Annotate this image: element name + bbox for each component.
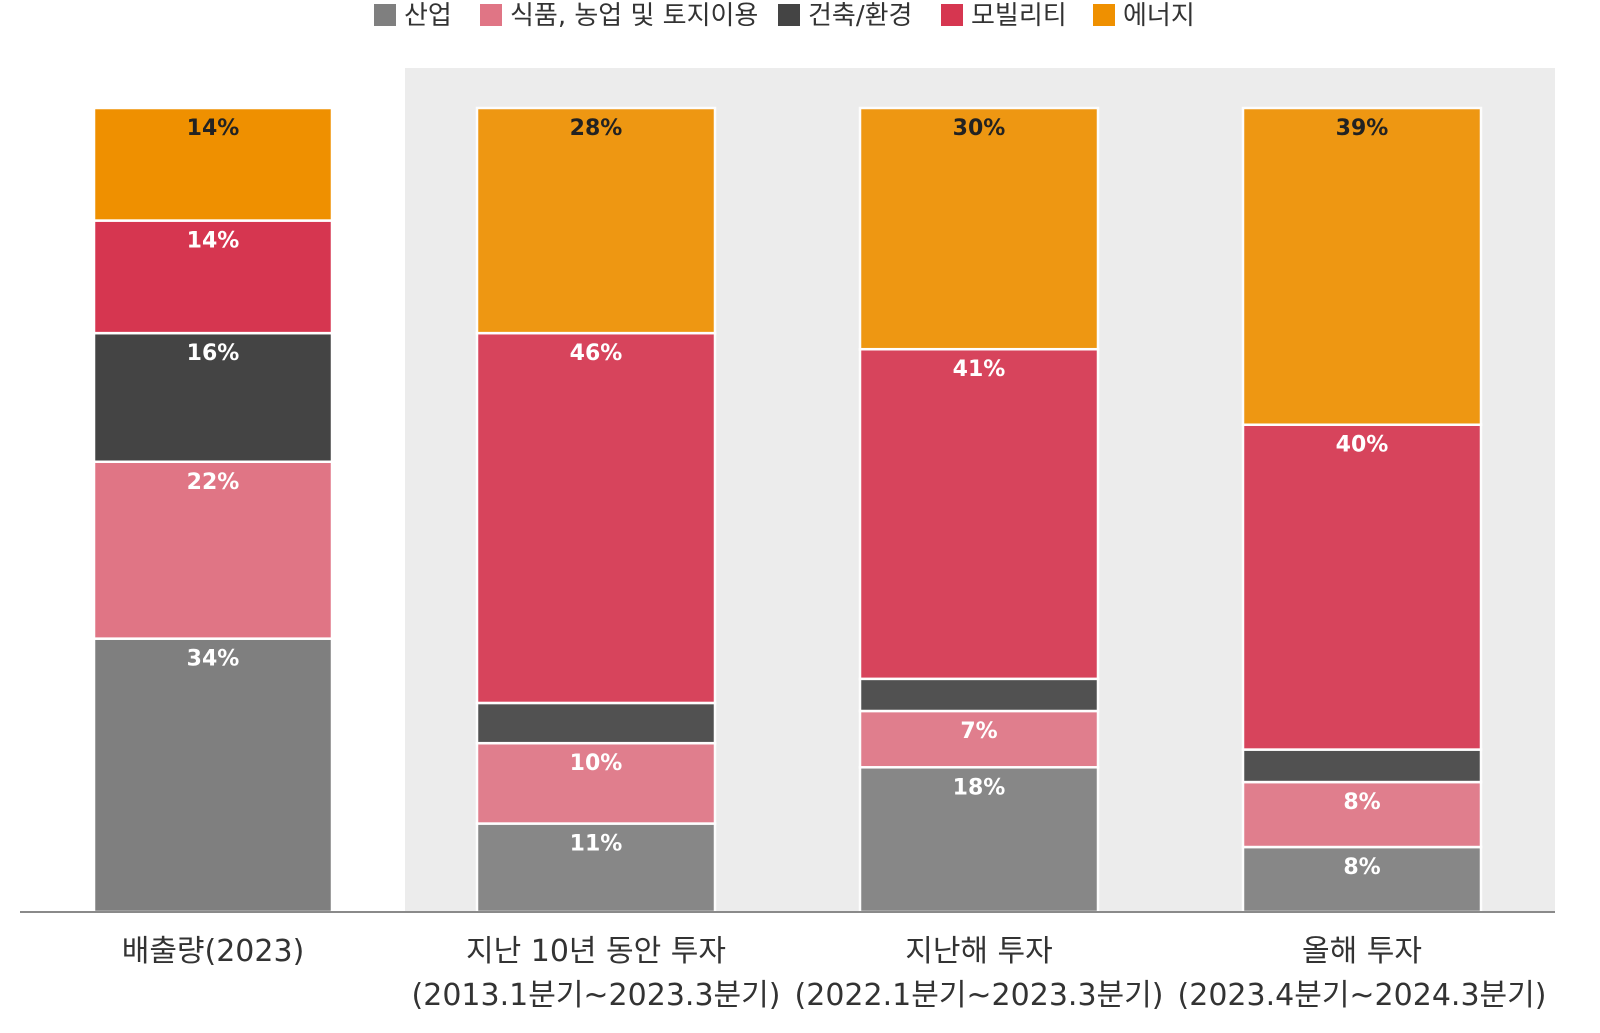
legend-swatch (1093, 4, 1115, 26)
bar-segment (92, 637, 334, 914)
bar-segment (92, 331, 334, 464)
data-label: 18% (953, 775, 1006, 800)
data-label: 8% (1343, 790, 1380, 815)
legend-swatch (374, 4, 396, 26)
bar-stack: 8% 8% 40% 39% (1241, 106, 1483, 914)
bar-segment (858, 709, 1100, 769)
bar-segment (1241, 423, 1483, 751)
legend-item: 건축/환경 (778, 1, 912, 31)
bar-segment (858, 347, 1100, 681)
bar-segment (92, 460, 334, 640)
category-label: 배출량(2023) (122, 934, 305, 969)
bar-segment (475, 741, 717, 825)
bar-segment (475, 701, 717, 745)
bar-segment (475, 331, 717, 705)
legend-label: 식품, 농업 및 토지이용 (510, 1, 758, 31)
data-label: 16% (187, 341, 240, 366)
bar-segment (1241, 748, 1483, 784)
category-label: (2023.4분기~2024.3분기) (1178, 978, 1547, 1013)
bar-segment (1241, 106, 1483, 426)
data-label: 7% (960, 719, 997, 744)
data-label: 39% (1336, 116, 1389, 141)
bars: 34% 22% 16% 14% 14% 11% 10% 46% 28% 18% 7% 41% 30% 8%… (92, 106, 1483, 914)
category-label: (2013.1분기~2023.3분기) (412, 978, 781, 1013)
bar-segment (858, 677, 1100, 713)
data-label: 40% (1336, 433, 1389, 458)
legend-swatch (480, 4, 502, 26)
data-label: 28% (570, 116, 623, 141)
bar-stack: 34% 22% 16% 14% 14% (92, 106, 334, 914)
legend-swatch (941, 4, 963, 26)
data-label: 14% (187, 229, 240, 254)
bar-segment (92, 106, 334, 222)
category-label: 올해 투자 (1302, 934, 1422, 969)
bar-stack: 11% 10% 46% 28% (475, 106, 717, 914)
legend-label: 건축/환경 (808, 1, 912, 31)
data-label: 14% (187, 116, 240, 141)
data-label: 22% (187, 470, 240, 495)
category-label: 지난해 투자 (905, 934, 1053, 969)
bar-segment (858, 766, 1100, 914)
legend-item: 에너지 (1093, 1, 1195, 31)
legend-label: 에너지 (1123, 1, 1195, 31)
bar-segment (475, 822, 717, 914)
legend: 산업 식품, 농업 및 토지이용 건축/환경 모빌리티 에너지 (374, 1, 1195, 31)
category-labels: 배출량(2023) 지난 10년 동안 투자 (2013.1분기~2023.3분기)… (122, 934, 1547, 1013)
legend-label: 산업 (404, 1, 452, 31)
legend-item: 산업 (374, 1, 452, 31)
data-label: 34% (187, 647, 240, 672)
data-label: 11% (570, 832, 623, 857)
data-label: 8% (1343, 855, 1380, 880)
legend-label: 모빌리티 (971, 1, 1067, 31)
category-label: 지난 10년 동안 투자 (466, 934, 726, 969)
data-label: 46% (570, 341, 623, 366)
legend-item: 모빌리티 (941, 1, 1067, 31)
legend-swatch (778, 4, 800, 26)
legend-item: 식품, 농업 및 토지이용 (480, 1, 758, 31)
category-label: (2022.1분기~2023.3분기) (795, 978, 1164, 1013)
bar-segment (858, 106, 1100, 351)
bar-stack: 18% 7% 41% 30% (858, 106, 1100, 914)
data-label: 10% (570, 751, 623, 776)
bar-segment (475, 106, 717, 335)
data-label: 30% (953, 116, 1006, 141)
data-label: 41% (953, 357, 1006, 382)
bar-segment (1241, 780, 1483, 849)
